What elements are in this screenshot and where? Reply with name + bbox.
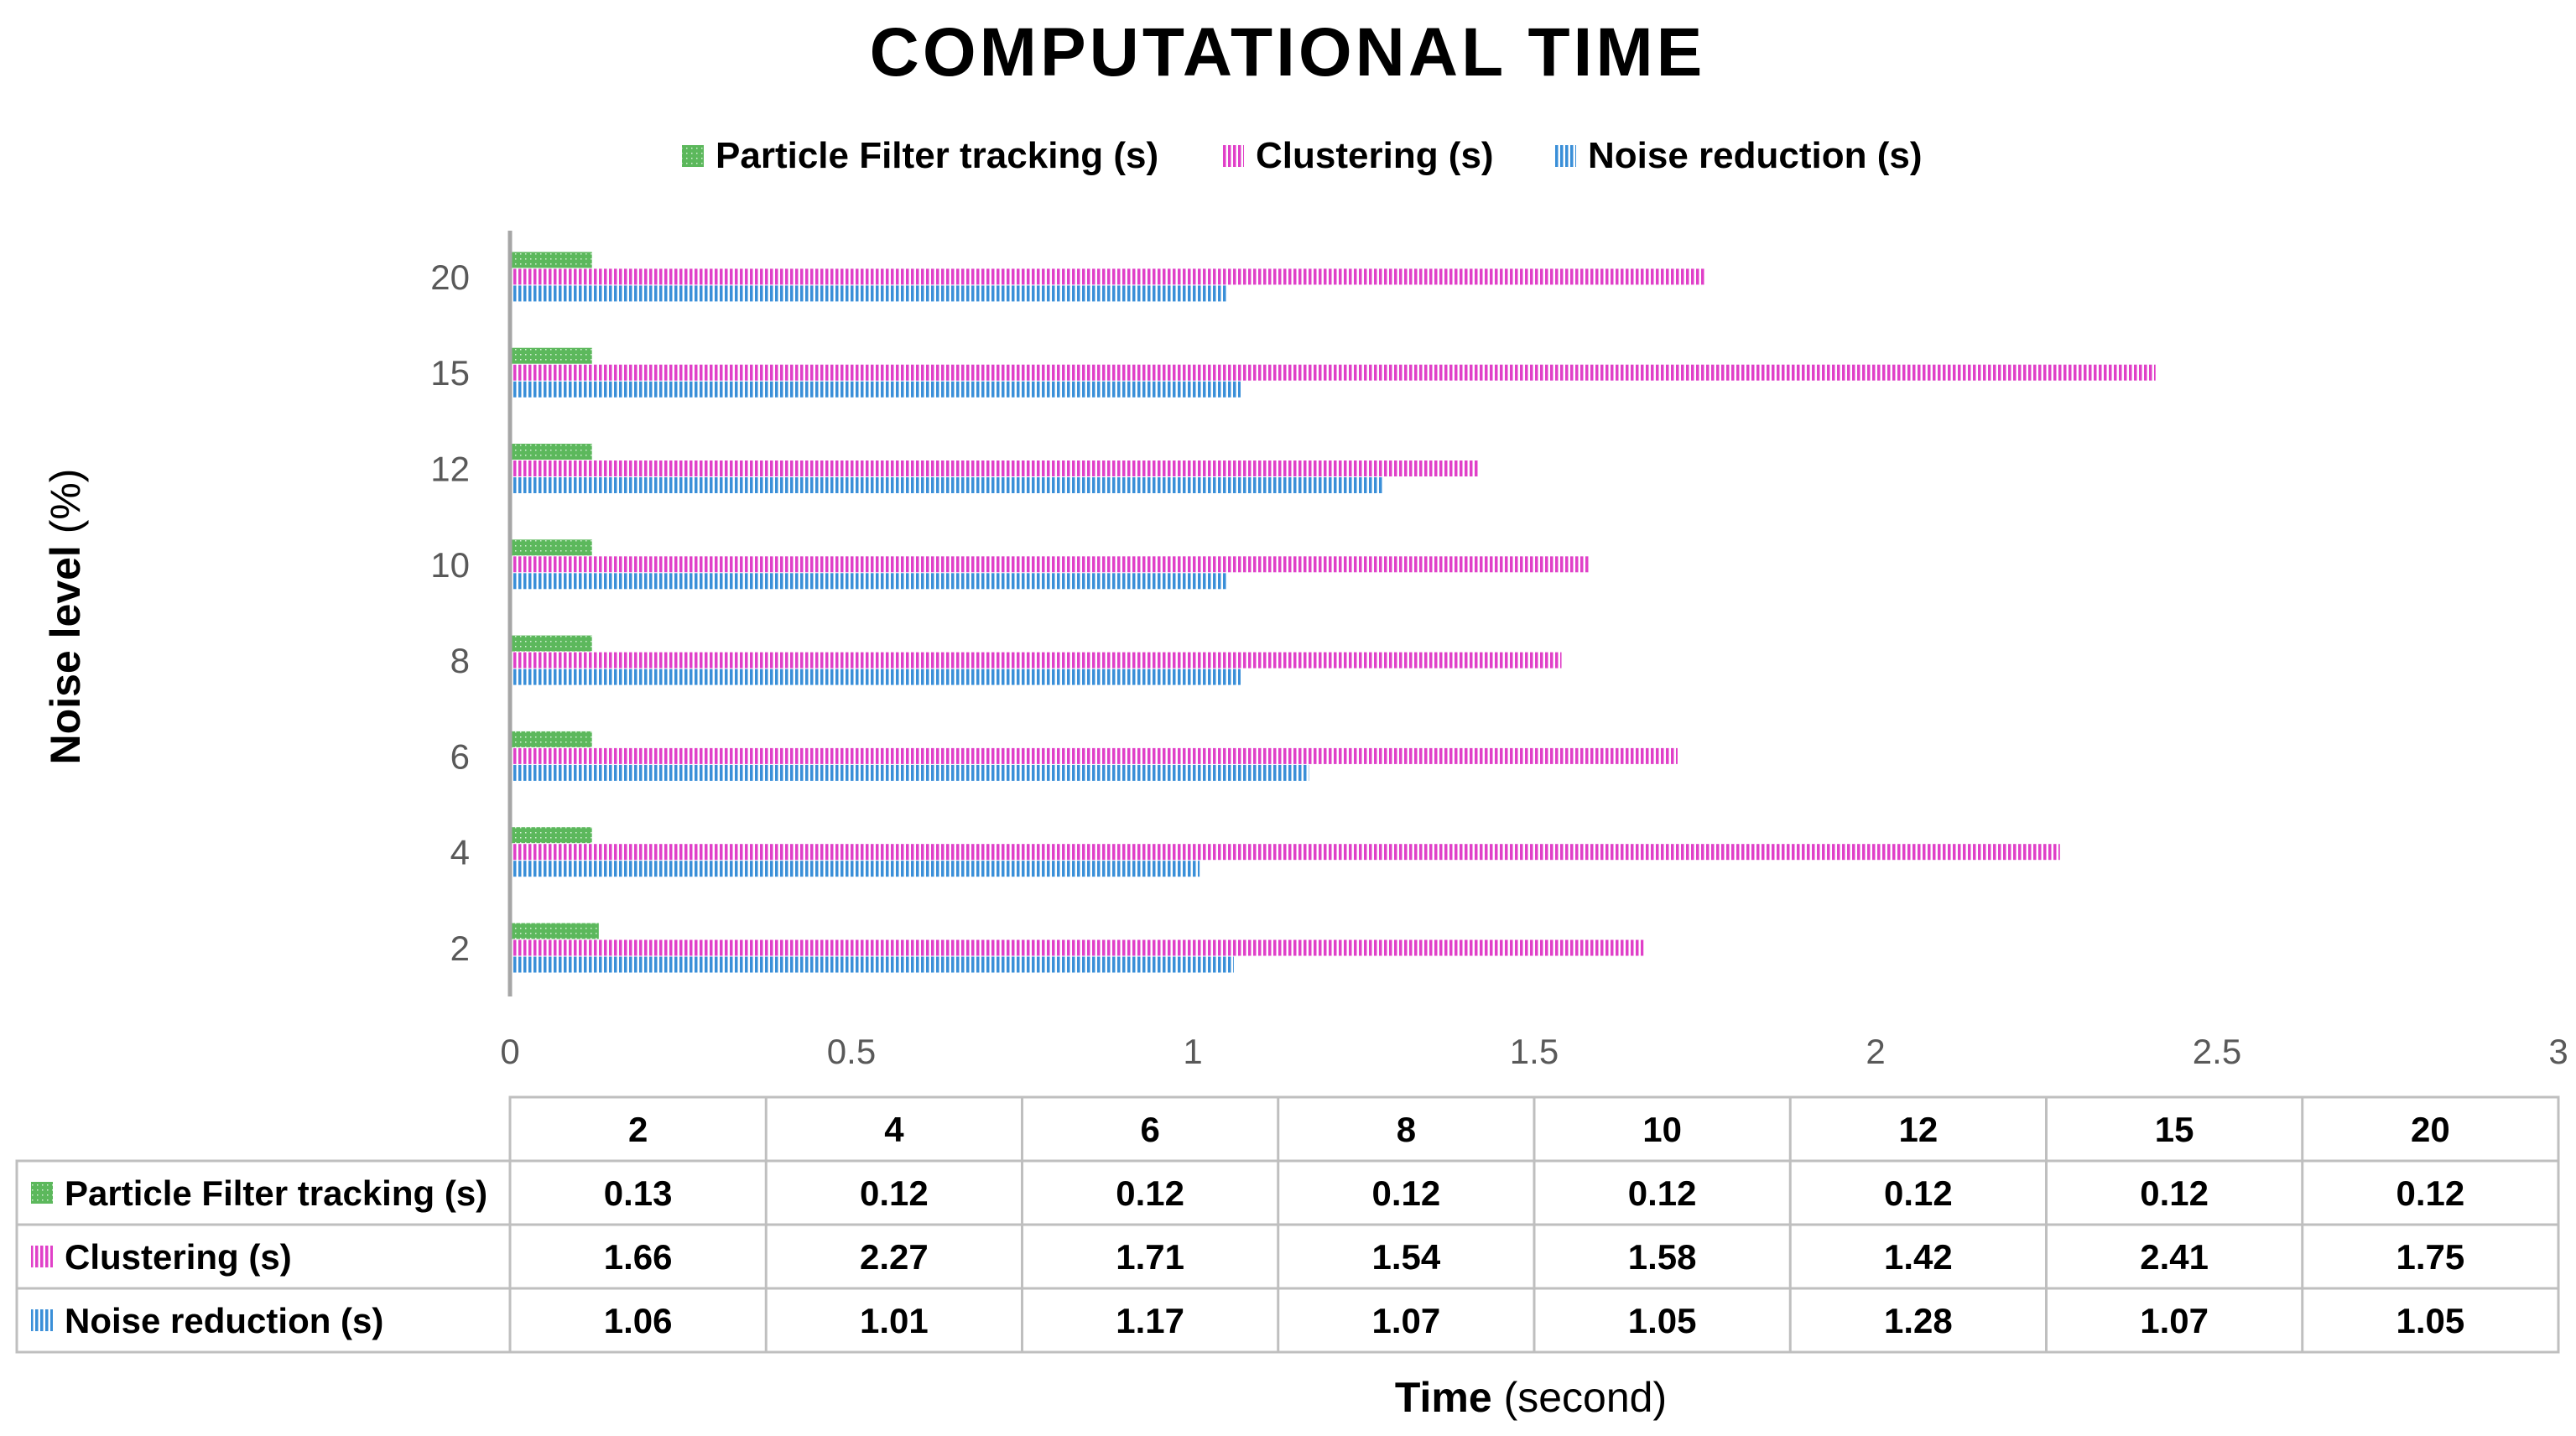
table-cell: 0.12 [2396, 1173, 2465, 1213]
table-header-cell: 8 [1397, 1110, 1416, 1149]
table-row-label: Noise reduction (s) [65, 1301, 383, 1340]
y-tick-label: 6 [450, 736, 470, 776]
table-cell: 1.42 [1884, 1237, 1953, 1277]
table-cell: 0.12 [1372, 1173, 1441, 1213]
legend: Particle Filter tracking (s) Clustering (… [682, 135, 1923, 176]
table-legend-swatch [31, 1309, 53, 1331]
x-tick-label: 3 [2548, 1032, 2568, 1071]
table-cell: 0.13 [604, 1173, 673, 1213]
bar-clustering-10 [510, 556, 1590, 573]
table-header-cell: 4 [884, 1110, 904, 1149]
bar-particle-8 [510, 635, 592, 652]
legend-swatch [1222, 145, 1244, 167]
chart-title: COMPUTATIONAL TIME [870, 14, 1706, 91]
x-tick-label: 0 [500, 1032, 519, 1071]
x-tick-label: 0.5 [827, 1032, 876, 1071]
legend-swatch [1554, 145, 1576, 167]
table-cell: 1.05 [2396, 1301, 2465, 1340]
x-tick-label: 2 [1866, 1032, 1885, 1071]
bar-clustering-15 [510, 364, 2156, 381]
table-row-label: Particle Filter tracking (s) [65, 1173, 487, 1213]
legend-label: Particle Filter tracking (s) [716, 135, 1158, 176]
table-cell: 1.07 [1372, 1301, 1441, 1340]
table-cell: 1.66 [604, 1237, 673, 1277]
y-tick-label: 15 [430, 353, 470, 393]
table-cell: 1.71 [1116, 1237, 1184, 1277]
table-cell: 1.07 [2140, 1301, 2209, 1340]
table-header-cell: 2 [628, 1110, 648, 1149]
table-cell: 1.06 [604, 1301, 673, 1340]
x-axis: 0 0.5 1 1.5 2 2.5 3 [500, 1032, 2568, 1071]
y-tick-label: 20 [430, 258, 470, 297]
y-tick-label: 4 [450, 833, 470, 872]
bar-clustering-4 [510, 844, 2060, 861]
x-tick-label: 2.5 [2193, 1032, 2241, 1071]
y-tick-label: 2 [450, 929, 470, 968]
bar-particle-4 [510, 827, 592, 844]
table-cell: 0.12 [1884, 1173, 1953, 1213]
bar-noise-20 [510, 285, 1227, 302]
table-cell: 2.27 [860, 1237, 929, 1277]
table-row-label: Clustering (s) [65, 1237, 292, 1277]
bar-noise-12 [510, 477, 1384, 493]
y-axis-label-unit: (%) [42, 469, 89, 546]
table-cell: 0.12 [860, 1173, 929, 1213]
table-cell: 2.41 [2140, 1237, 2209, 1277]
table-cell: 0.12 [1116, 1173, 1184, 1213]
table-cell: 1.54 [1372, 1237, 1441, 1277]
table-cell: 0.12 [1628, 1173, 1697, 1213]
data-table: 2 4 6 8 10 12 15 20 Particle Filter tracking (s)… [15, 1095, 2560, 1354]
bar-particle-12 [510, 444, 592, 460]
bar-clustering-8 [510, 652, 1562, 669]
table-cell: 1.75 [2396, 1237, 2465, 1277]
table-cell: 1.58 [1628, 1237, 1697, 1277]
table-legend-swatch [31, 1246, 53, 1267]
table-header-cell: 10 [1642, 1110, 1682, 1149]
bar-particle-2 [510, 923, 599, 939]
table-legend-swatch [31, 1182, 53, 1204]
table-cell: 0.12 [2140, 1173, 2209, 1213]
x-axis-label: Time (second) [1395, 1374, 1667, 1421]
bar-clustering-6 [510, 747, 1678, 764]
x-axis-label-main: Time [1395, 1374, 1492, 1421]
legend-swatch [682, 145, 704, 167]
table-cell: 1.05 [1628, 1301, 1697, 1340]
bar-noise-6 [510, 764, 1309, 781]
y-axis-label: Noise level (%) [42, 469, 89, 765]
bar-noise-10 [510, 573, 1227, 590]
y-tick-label: 12 [430, 450, 470, 489]
y-tick-label: 10 [430, 545, 470, 585]
legend-label: Clustering (s) [1256, 135, 1494, 176]
bar-particle-20 [510, 252, 592, 268]
x-tick-label: 1 [1183, 1032, 1202, 1071]
bar-clustering-12 [510, 460, 1480, 476]
x-tick-label: 1.5 [1510, 1032, 1559, 1071]
x-axis-label-unit: (second) [1492, 1374, 1667, 1421]
y-tick-label: 8 [450, 641, 470, 680]
bar-noise-2 [510, 956, 1234, 973]
bar-particle-15 [510, 347, 592, 364]
table-header-cell: 15 [2155, 1110, 2194, 1149]
table-header-cell: 6 [1140, 1110, 1159, 1149]
y-axis-label-main: Noise level [42, 545, 89, 764]
table-cell: 1.17 [1116, 1301, 1184, 1340]
legend-label: Noise reduction (s) [1588, 135, 1923, 176]
bar-noise-8 [510, 669, 1241, 685]
bar-noise-4 [510, 861, 1200, 877]
table-header-cell: 12 [1899, 1110, 1939, 1149]
bar-noise-15 [510, 381, 1241, 398]
table-cell: 1.28 [1884, 1301, 1953, 1340]
bar-clustering-20 [510, 268, 1705, 285]
bar-clustering-2 [510, 939, 1644, 956]
bar-particle-10 [510, 539, 592, 556]
y-axis: 2 4 6 8 10 12 15 20 [430, 231, 513, 996]
table-cell: 1.01 [860, 1301, 929, 1340]
bars [510, 252, 2156, 973]
bar-particle-6 [510, 731, 592, 747]
table-header-cell: 20 [2411, 1110, 2450, 1149]
